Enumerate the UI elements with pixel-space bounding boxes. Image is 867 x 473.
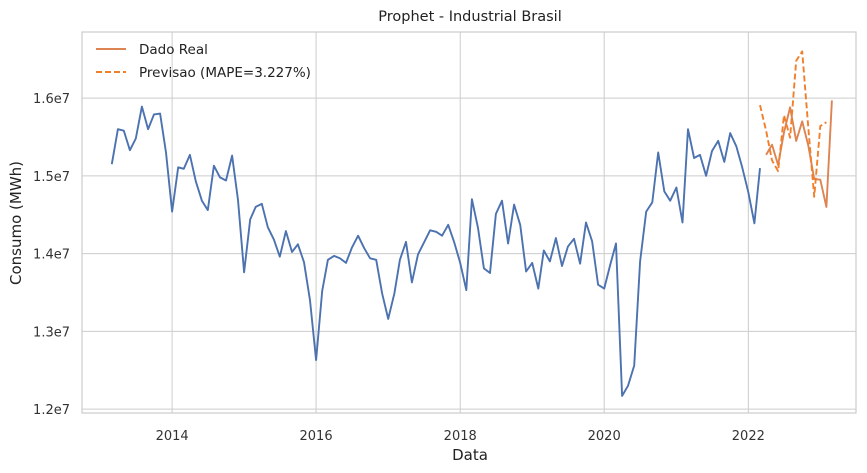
plot-frame — [81, 31, 857, 414]
y-axis-label: Consumo (MWh) — [7, 161, 25, 285]
legend: Dado Real Previsao (MAPE=3.227%) — [96, 42, 311, 81]
x-tick-label: 2016 — [300, 429, 333, 444]
y-tick-label: 1.3e7 — [33, 325, 70, 340]
chart-title: Prophet - Industrial Brasil — [378, 9, 561, 25]
y-tick-label: 1.5e7 — [33, 170, 70, 185]
x-tick-label: 2020 — [588, 429, 621, 444]
series-line-0 — [110, 105, 761, 397]
y-tick-label: 1.4e7 — [33, 248, 70, 263]
series-line-1 — [765, 100, 833, 208]
x-tick-label: 2018 — [444, 429, 477, 444]
plot-area: 2014 2016 2018 2020 2022 1.2e7 1.3e7 1.4e7 1.5e7… — [33, 31, 857, 444]
x-axis-label: Data — [452, 446, 488, 464]
x-tick-label: 2014 — [156, 429, 189, 444]
x-tick-label: 2022 — [732, 429, 765, 444]
y-tick-label: 1.6e7 — [33, 92, 70, 107]
y-tick-label: 1.2e7 — [33, 403, 70, 418]
legend-label: Dado Real — [139, 42, 208, 58]
legend-label: Previsao (MAPE=3.227%) — [139, 65, 311, 81]
